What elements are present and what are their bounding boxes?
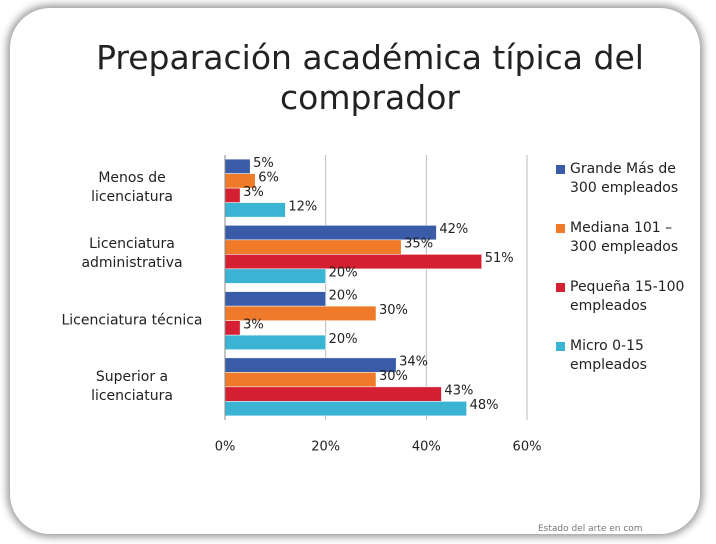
bar (224, 239, 402, 255)
y-tick-label: Licenciatura técnica (61, 312, 203, 329)
data-label: 20% (329, 288, 358, 303)
y-tick-label: Superior a licenciatura (91, 368, 173, 404)
legend-swatch (556, 165, 565, 174)
bar (224, 187, 241, 203)
legend-entry: Micro 0-15 empleados (556, 337, 685, 375)
data-label: 48% (470, 398, 499, 413)
legend-swatch (556, 283, 565, 292)
legend-swatch (556, 342, 565, 351)
data-label: 30% (379, 303, 408, 318)
data-label: 20% (329, 332, 358, 347)
x-tick-label: 0% (215, 440, 236, 455)
bar (224, 386, 442, 402)
legend-entry: Pequeña 15-100 empleados (556, 278, 685, 316)
data-label: 42% (439, 222, 468, 237)
data-label: 12% (288, 199, 317, 214)
data-label: 35% (404, 237, 433, 252)
bar (224, 372, 377, 388)
data-label: 34% (399, 355, 428, 370)
y-tick-label: Menos de licenciatura (91, 170, 173, 206)
bar (224, 401, 467, 417)
data-label: 43% (444, 384, 473, 399)
slide-frame (10, 8, 700, 534)
x-tick-label: 40% (412, 440, 441, 455)
x-tick-label: 60% (513, 440, 542, 455)
data-label: 3% (243, 185, 264, 200)
data-label: 6% (258, 170, 279, 185)
legend-swatch (556, 224, 565, 233)
bar (224, 291, 326, 307)
bar (224, 268, 326, 284)
bar (224, 334, 326, 350)
bar (224, 357, 397, 373)
chart-title: Preparación académica típica del comprad… (96, 38, 644, 117)
data-label: 3% (243, 317, 264, 332)
data-label: 20% (329, 266, 358, 281)
bar (224, 320, 241, 336)
legend-entry: Mediana 101 – 300 empleados (556, 219, 685, 257)
data-label: 51% (485, 251, 514, 266)
data-label: 30% (379, 369, 408, 384)
bar (224, 202, 286, 218)
y-tick-label: Licenciatura administrativa (81, 236, 183, 272)
x-tick-label: 20% (311, 440, 340, 455)
bar (224, 158, 251, 174)
legend-entry: Grande Más de 300 empleados (556, 160, 685, 198)
data-label: 5% (253, 156, 274, 171)
footer: Estado del arte en com (538, 524, 643, 534)
